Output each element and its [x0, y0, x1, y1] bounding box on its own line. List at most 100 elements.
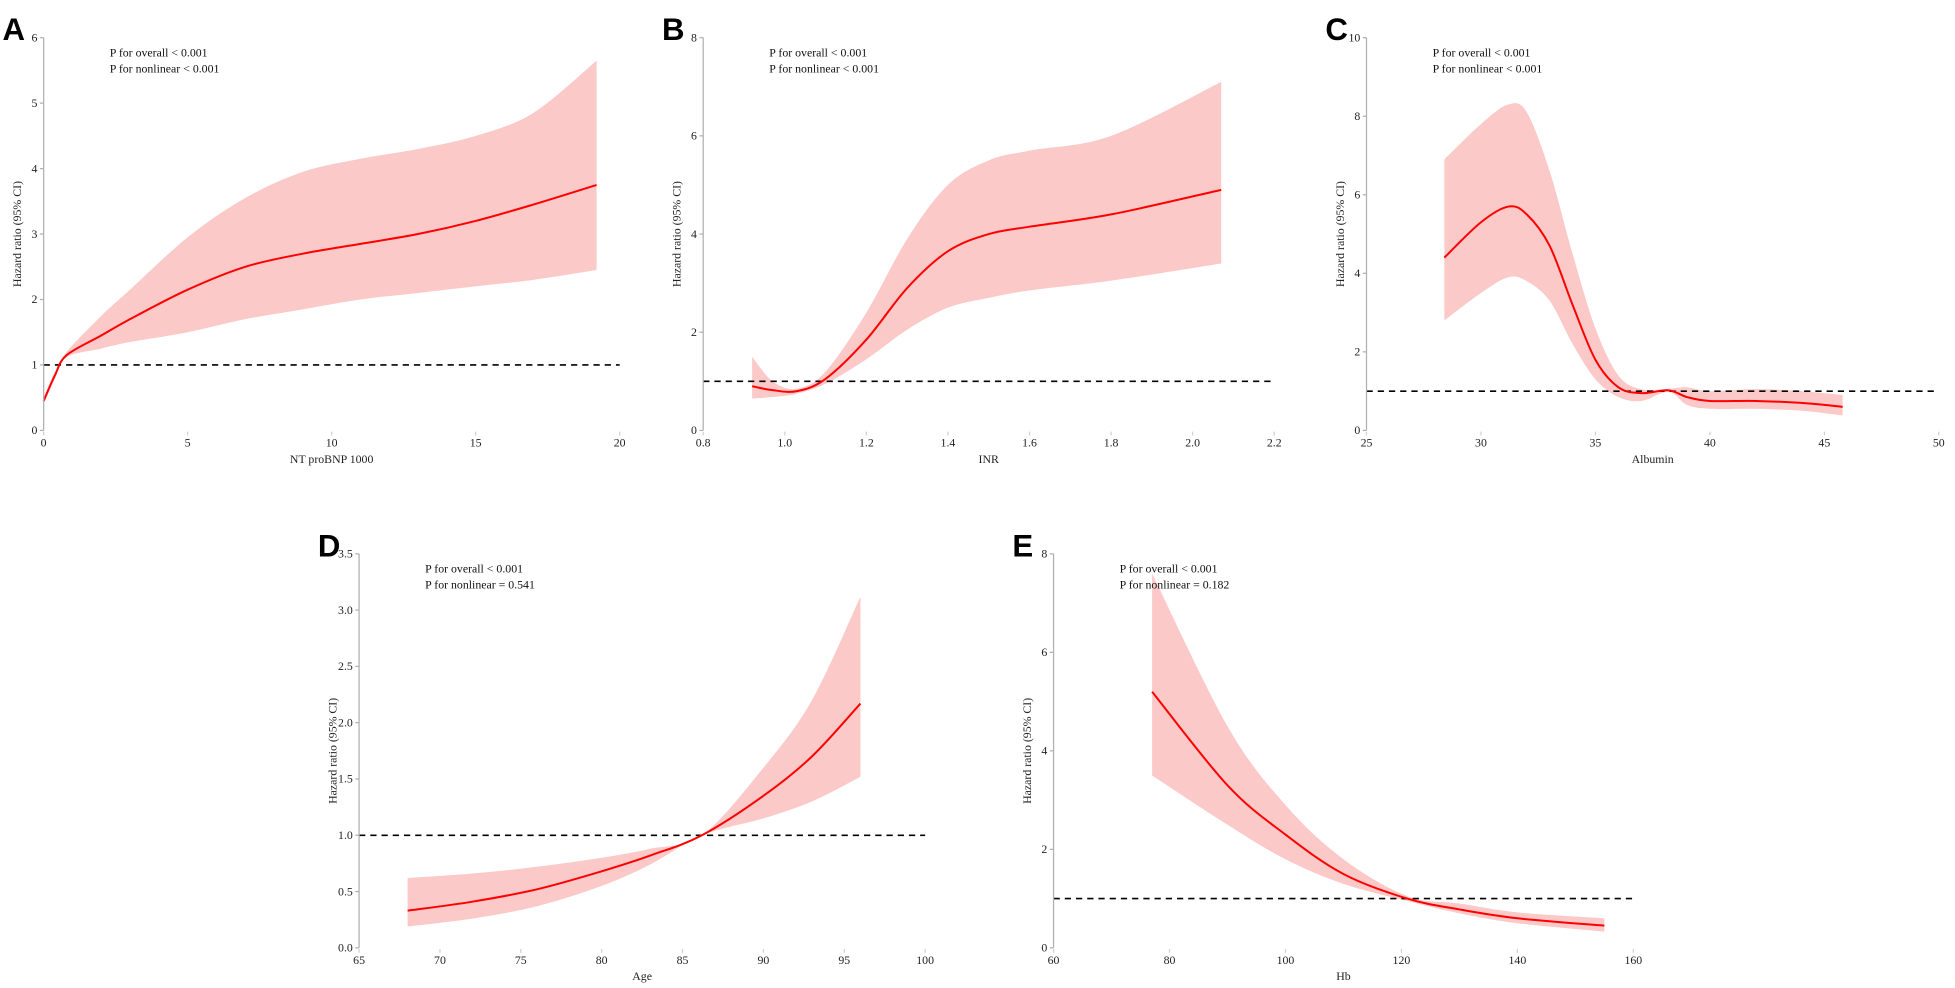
x-tick-label: 90 — [757, 953, 769, 967]
y-tick-label: 6 — [1354, 188, 1360, 202]
y-tick-label: 6 — [31, 30, 37, 44]
x-tick-label: 95 — [838, 953, 850, 967]
x-tick-label: 100 — [1277, 953, 1295, 967]
x-tick-label: 100 — [916, 953, 934, 967]
x-tick-label: 2.2 — [1267, 436, 1282, 450]
x-tick-label: 60 — [1048, 953, 1060, 967]
y-tick-label: 2.5 — [338, 659, 353, 673]
y-tick-label: 4 — [31, 161, 37, 175]
y-tick-label: 3.0 — [338, 603, 353, 617]
x-tick-label: 2.0 — [1185, 436, 1200, 450]
x-tick-label: 15 — [470, 436, 482, 450]
y-tick-label: 8 — [1354, 109, 1360, 123]
x-tick-label: 0 — [41, 436, 47, 450]
x-tick-label: 1.8 — [1104, 436, 1119, 450]
p-value-annotation: P for overall < 0.001 — [1120, 562, 1218, 576]
x-axis-label: Hb — [1336, 969, 1351, 983]
p-value-annotation: P for overall < 0.001 — [769, 45, 867, 59]
y-tick-label: 8 — [1041, 547, 1047, 561]
y-tick-label: 2.0 — [338, 715, 353, 729]
y-tick-label: 1 — [31, 358, 37, 372]
y-tick-label: 6 — [691, 129, 697, 143]
y-axis-label: Hazard ratio (95% CI) — [670, 181, 684, 287]
hazard-ratio-curve — [407, 702, 862, 912]
x-tick-label: 160 — [1624, 953, 1642, 967]
p-value-annotation: P for nonlinear < 0.001 — [110, 62, 220, 76]
y-tick-label: 3.5 — [338, 547, 353, 561]
p-value-annotation: P for nonlinear = 0.541 — [425, 578, 535, 592]
x-tick-label: 80 — [596, 953, 608, 967]
panel-label: C — [1325, 12, 1348, 47]
x-tick-label: 80 — [1164, 953, 1176, 967]
hazard-ratio-curve — [1443, 205, 1843, 408]
x-tick-label: 30 — [1475, 436, 1487, 450]
panel-b: 0 2 4 6 8 0.8 1.0 1.2 1.4 1.6 1.8 2.0 2.2 INR Hazard r… — [662, 12, 1282, 466]
p-value-annotation: P for nonlinear < 0.001 — [769, 62, 879, 76]
x-tick-label: 65 — [353, 953, 365, 967]
y-tick-label: 0 — [31, 423, 37, 437]
y-axis-label: Hazard ratio (95% CI) — [1020, 698, 1034, 804]
ci-band — [1152, 573, 1605, 932]
panel-label: A — [2, 12, 25, 47]
y-tick-label: 2 — [31, 292, 37, 306]
x-tick-label: 140 — [1508, 953, 1526, 967]
y-tick-label: 1.5 — [338, 772, 353, 786]
p-value-annotation: P for overall < 0.001 — [425, 562, 523, 576]
x-tick-label: 1.6 — [1022, 436, 1037, 450]
x-tick-label: 1.2 — [859, 436, 874, 450]
p-value-annotation: P for nonlinear = 0.182 — [1120, 578, 1230, 592]
x-tick-label: 1.0 — [777, 436, 792, 450]
ci-band — [43, 60, 597, 405]
y-tick-label: 0 — [1354, 423, 1360, 437]
x-tick-label: 25 — [1361, 436, 1373, 450]
y-tick-label: 0 — [691, 423, 697, 437]
y-tick-label: 2 — [691, 325, 697, 339]
hazard-ratio-curve — [42, 183, 597, 402]
x-tick-label: 20 — [614, 436, 626, 450]
x-tick-label: 75 — [515, 953, 527, 967]
y-tick-label: 2 — [1354, 345, 1360, 359]
x-tick-label: 40 — [1704, 436, 1716, 450]
y-tick-label: 0.0 — [338, 941, 353, 955]
panel-label: E — [1012, 528, 1033, 563]
x-axis-label: Age — [632, 969, 652, 983]
x-axis-label: NT proBNP 1000 — [290, 452, 374, 466]
y-tick-label: 8 — [691, 30, 697, 44]
y-tick-label: 0.5 — [338, 884, 353, 898]
y-tick-label: 4 — [691, 227, 697, 241]
y-axis-label: Hazard ratio (95% CI) — [10, 181, 24, 287]
panel-label: D — [318, 528, 341, 563]
y-axis-label: Hazard ratio (95% CI) — [1333, 181, 1347, 287]
p-value-annotation: P for nonlinear < 0.001 — [1433, 62, 1543, 76]
y-tick-label: 1.0 — [338, 828, 353, 842]
ci-band — [407, 596, 861, 927]
x-tick-label: 0.8 — [696, 436, 711, 450]
x-tick-label: 120 — [1393, 953, 1411, 967]
y-tick-label: 6 — [1041, 645, 1047, 659]
x-tick-label: 45 — [1818, 436, 1830, 450]
hazard-ratio-curve — [1151, 691, 1605, 927]
y-tick-label: 2 — [1041, 842, 1047, 856]
panel-c: 0 2 4 6 8 10 25 30 35 40 45 50 Albumin Hazard ratio (… — [1325, 12, 1944, 466]
p-value-annotation: P for overall < 0.001 — [110, 45, 208, 59]
panel-e: 0 2 4 6 8 60 80 100 120 140 160 Hb Hazard ratio (95%… — [1012, 528, 1642, 983]
y-tick-label: 10 — [1348, 30, 1360, 44]
x-axis-label: INR — [979, 452, 999, 466]
ci-band — [1444, 103, 1843, 416]
hazard-ratio-curve — [751, 188, 1222, 393]
x-tick-label: 35 — [1590, 436, 1602, 450]
panel-label: B — [662, 12, 685, 47]
y-tick-label: 5 — [31, 96, 37, 110]
y-tick-label: 3 — [31, 227, 37, 241]
p-value-annotation: P for overall < 0.001 — [1433, 45, 1531, 59]
panel-d: 0.0 0.5 1.0 1.5 2.0 2.5 3.0 3.5 65 70 75 80 85 90 95 10… — [318, 528, 934, 983]
y-tick-label: 0 — [1041, 941, 1047, 955]
x-tick-label: 5 — [185, 436, 191, 450]
x-tick-label: 10 — [326, 436, 338, 450]
x-axis-label: Albumin — [1632, 452, 1674, 466]
y-tick-label: 4 — [1041, 744, 1047, 758]
x-tick-label: 50 — [1933, 436, 1945, 450]
ci-band — [752, 81, 1222, 399]
x-tick-label: 85 — [677, 953, 689, 967]
